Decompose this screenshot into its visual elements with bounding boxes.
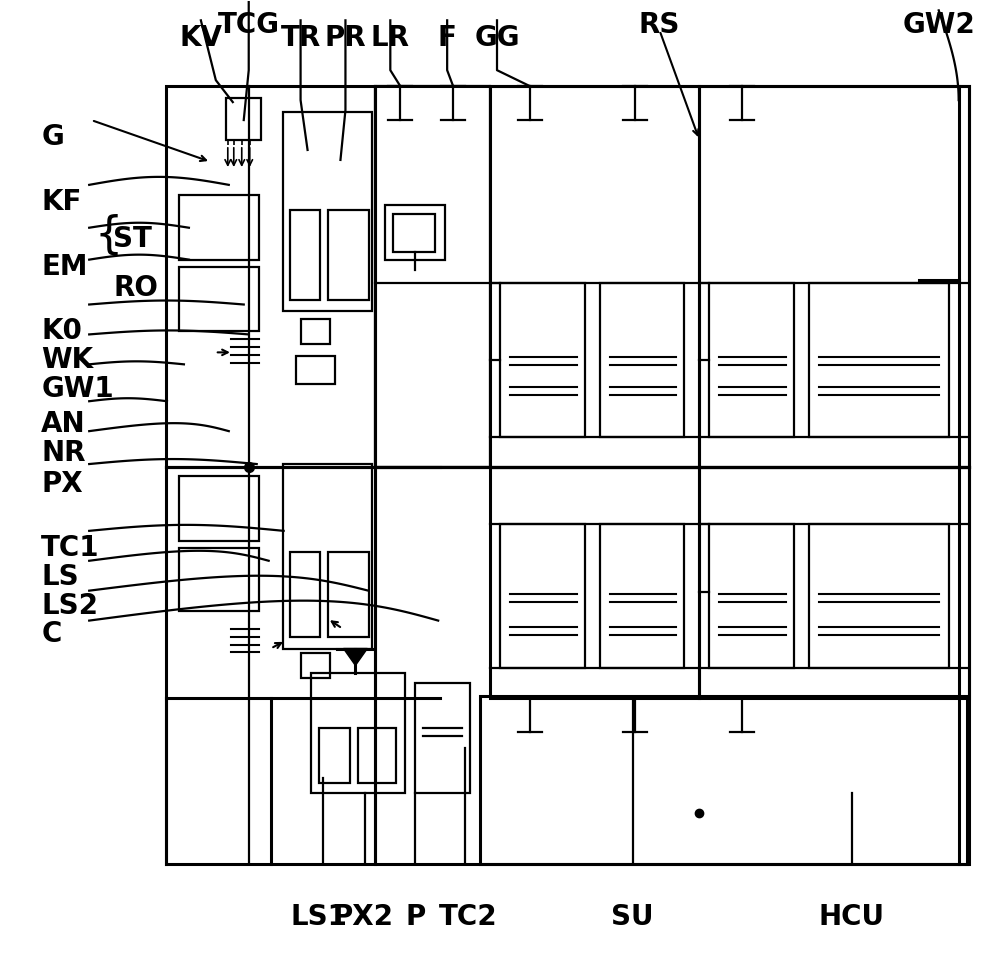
Bar	[480, 696, 967, 864]
Bar	[385, 205, 445, 260]
Bar	[290, 551, 320, 637]
Text: LS1: LS1	[290, 903, 347, 931]
Text: RS: RS	[639, 12, 680, 39]
Text: PR: PR	[325, 24, 366, 52]
Bar	[500, 524, 585, 668]
Bar	[375, 467, 969, 864]
Text: KV: KV	[179, 24, 222, 52]
Text: TCG: TCG	[218, 12, 280, 39]
Text: F: F	[438, 24, 457, 52]
Text: C: C	[41, 620, 62, 648]
Bar	[809, 524, 949, 668]
Bar	[490, 467, 699, 698]
Bar	[226, 98, 261, 140]
Text: {: {	[94, 213, 122, 256]
Bar	[179, 267, 259, 332]
Bar	[375, 86, 969, 467]
Bar	[328, 551, 369, 637]
Bar	[328, 210, 369, 299]
Bar	[283, 112, 372, 312]
Bar	[375, 86, 490, 467]
Bar	[699, 86, 969, 467]
Bar	[296, 357, 335, 385]
Text: P: P	[405, 903, 425, 931]
Bar	[290, 210, 320, 299]
Text: PX: PX	[41, 470, 83, 499]
Bar	[600, 524, 684, 668]
Text: K0: K0	[41, 317, 82, 345]
Polygon shape	[343, 648, 367, 666]
Text: TC1: TC1	[41, 534, 100, 562]
Bar	[709, 283, 794, 437]
Bar	[179, 476, 259, 541]
Bar	[699, 467, 969, 698]
Text: WK: WK	[41, 346, 93, 374]
Bar	[301, 319, 330, 344]
Bar	[179, 548, 259, 611]
Text: LR: LR	[371, 24, 410, 52]
Text: GW2: GW2	[902, 12, 975, 39]
Bar	[500, 283, 585, 437]
Bar	[393, 214, 435, 251]
Bar	[600, 283, 684, 437]
Text: SU: SU	[611, 903, 654, 931]
Bar	[490, 86, 699, 467]
Bar	[415, 684, 470, 793]
Bar	[358, 728, 396, 784]
Text: LS: LS	[41, 563, 79, 591]
Text: AN: AN	[41, 410, 86, 438]
Text: TC2: TC2	[439, 903, 497, 931]
Text: EM: EM	[41, 253, 88, 281]
Text: GW1: GW1	[41, 375, 114, 403]
Text: PX2: PX2	[333, 903, 394, 931]
Text: KF: KF	[41, 188, 82, 216]
Bar	[809, 283, 949, 437]
Bar	[301, 653, 330, 678]
Text: HCU: HCU	[819, 903, 885, 931]
Bar	[319, 728, 350, 784]
Bar	[709, 524, 794, 668]
Bar	[283, 464, 372, 648]
Text: G: G	[41, 123, 64, 152]
Text: RO: RO	[113, 274, 158, 302]
Text: NR: NR	[41, 438, 86, 467]
Bar	[179, 195, 259, 260]
Text: GG: GG	[474, 24, 520, 52]
Bar	[311, 673, 405, 793]
Text: ST: ST	[113, 224, 152, 252]
Bar	[166, 86, 375, 864]
Text: LS2: LS2	[41, 592, 98, 620]
Text: TR: TR	[280, 24, 321, 52]
